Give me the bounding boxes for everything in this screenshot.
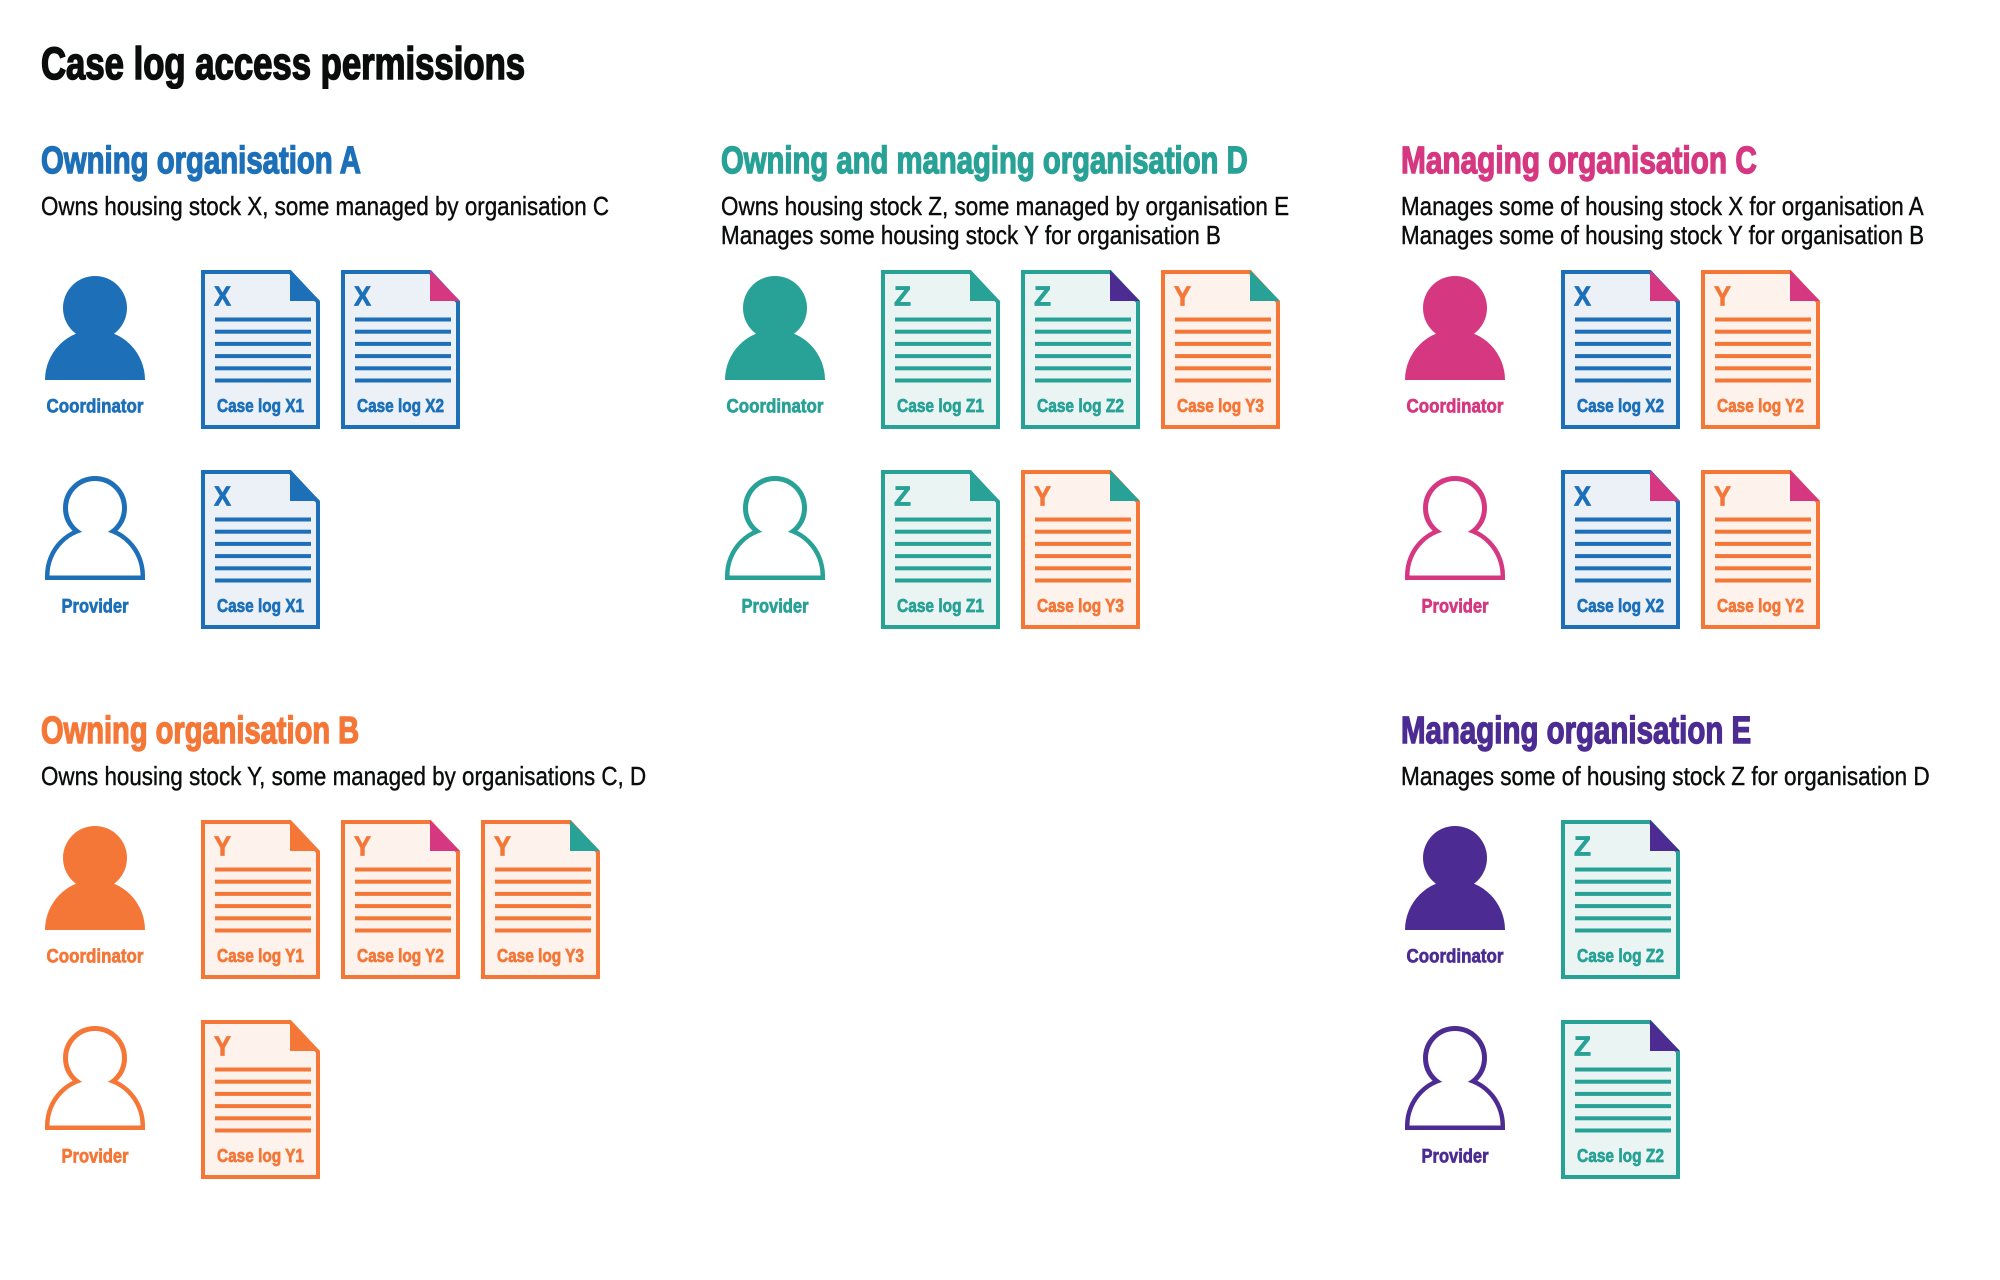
svg-text:Coordinator: Coordinator [1407, 946, 1504, 968]
svg-text:Provider: Provider [62, 596, 129, 618]
svg-text:Y: Y [1174, 281, 1191, 312]
svg-text:Case log Y3: Case log Y3 [1037, 595, 1124, 616]
svg-text:X: X [214, 481, 231, 512]
svg-text:X: X [1574, 481, 1591, 512]
svg-text:Z: Z [894, 281, 911, 312]
svg-text:Provider: Provider [1422, 1146, 1489, 1168]
svg-text:Provider: Provider [742, 596, 809, 618]
svg-text:Case log Y1: Case log Y1 [217, 1145, 304, 1166]
svg-text:Case log X2: Case log X2 [357, 395, 444, 416]
svg-text:Case log Y2: Case log Y2 [1717, 395, 1804, 416]
svg-text:Z: Z [1574, 831, 1591, 862]
svg-text:Z: Z [894, 481, 911, 512]
svg-text:Provider: Provider [1422, 596, 1489, 618]
svg-text:Coordinator: Coordinator [1407, 396, 1504, 418]
svg-text:Coordinator: Coordinator [727, 396, 824, 418]
svg-text:Case log Y3: Case log Y3 [1177, 395, 1264, 416]
svg-text:Z: Z [1574, 1031, 1591, 1062]
svg-text:Y: Y [214, 831, 231, 862]
svg-text:Case log Z2: Case log Z2 [1577, 945, 1664, 966]
svg-text:Y: Y [354, 831, 371, 862]
svg-text:Case log Y2: Case log Y2 [1717, 595, 1804, 616]
svg-text:Z: Z [1034, 281, 1051, 312]
svg-text:Case log X2: Case log X2 [1577, 595, 1664, 616]
svg-text:Y: Y [214, 1031, 231, 1062]
svg-text:Y: Y [1714, 481, 1731, 512]
svg-text:X: X [1574, 281, 1591, 312]
svg-text:Case log Y1: Case log Y1 [217, 945, 304, 966]
svg-text:Case log X1: Case log X1 [217, 395, 304, 416]
svg-text:Case log Z2: Case log Z2 [1037, 395, 1124, 416]
svg-text:Y: Y [1034, 481, 1051, 512]
svg-text:Case log X2: Case log X2 [1577, 395, 1664, 416]
svg-text:Case log Z1: Case log Z1 [897, 395, 984, 416]
svg-text:X: X [354, 281, 371, 312]
svg-text:X: X [214, 281, 231, 312]
svg-text:Y: Y [1714, 281, 1731, 312]
svg-text:Case log Y3: Case log Y3 [497, 945, 584, 966]
svg-text:Y: Y [494, 831, 511, 862]
svg-text:Coordinator: Coordinator [47, 946, 144, 968]
svg-text:Case log X1: Case log X1 [217, 595, 304, 616]
svg-text:Case log Z2: Case log Z2 [1577, 1145, 1664, 1166]
svg-text:Coordinator: Coordinator [47, 396, 144, 418]
svg-text:Case log Y2: Case log Y2 [357, 945, 444, 966]
svg-text:Provider: Provider [62, 1146, 129, 1168]
svg-text:Case log Z1: Case log Z1 [897, 595, 984, 616]
